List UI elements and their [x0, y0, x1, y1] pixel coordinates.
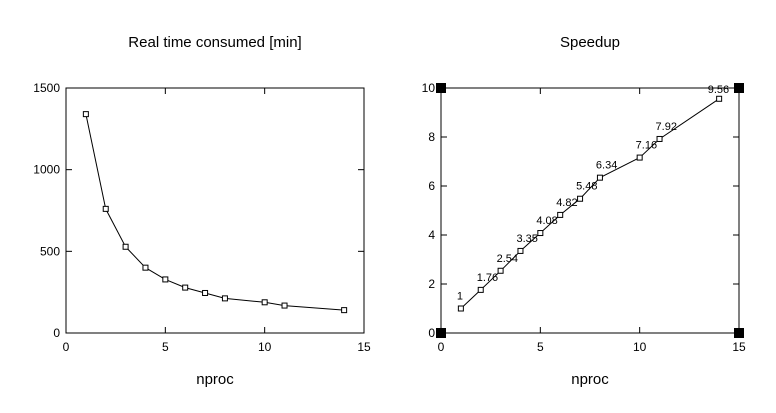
corner-marker	[734, 328, 744, 338]
data-label: 1.76	[477, 272, 498, 284]
data-point	[477, 286, 484, 293]
y-tick-label: 10	[422, 81, 436, 95]
x-tick-label: 0	[438, 340, 445, 354]
x-tick-label: 15	[732, 340, 746, 354]
series-line	[460, 98, 720, 309]
data-point	[281, 302, 288, 309]
data-point	[182, 284, 189, 291]
x-tick-label: 5	[537, 340, 544, 354]
data-point	[636, 154, 643, 161]
data-point	[596, 174, 603, 181]
data-point	[577, 195, 584, 202]
x-tick-label: 15	[357, 340, 371, 354]
x-tick-label: 10	[258, 340, 272, 354]
data-label: 7.16	[636, 140, 657, 152]
y-tick-label: 1500	[33, 81, 60, 95]
chart-title: Speedup	[560, 34, 620, 51]
x-tick-label: 0	[63, 340, 70, 354]
y-tick-label: 500	[40, 244, 60, 258]
data-point	[102, 205, 109, 212]
corner-marker	[734, 83, 744, 93]
data-point	[537, 230, 544, 237]
y-tick-label: 6	[428, 179, 435, 193]
data-label: 2.54	[497, 253, 518, 265]
data-point	[716, 95, 723, 102]
data-point	[221, 295, 228, 302]
y-tick-label: 0	[428, 326, 435, 340]
corner-marker	[436, 83, 446, 93]
series-line	[85, 113, 345, 311]
data-point	[261, 299, 268, 306]
y-tick-label: 4	[428, 228, 435, 242]
y-tick-label: 2	[428, 277, 435, 291]
data-point	[557, 211, 564, 218]
data-label: 3.35	[516, 233, 537, 245]
data-point	[341, 307, 348, 314]
data-point	[82, 111, 89, 118]
data-label: 1	[457, 291, 463, 303]
data-point	[122, 243, 129, 250]
data-point	[162, 276, 169, 283]
x-tick-label: 10	[633, 340, 647, 354]
data-label: 5.48	[576, 181, 597, 193]
chart-time-consumed: Real time consumed [min] nproc 0 5 10 15 0 50…	[33, 34, 371, 388]
plot-frame	[65, 87, 365, 334]
data-point	[656, 135, 663, 142]
data-point	[202, 289, 209, 296]
y-tick-label: 0	[53, 326, 60, 340]
plot-frame	[440, 87, 740, 334]
data-point	[142, 264, 149, 271]
data-point	[497, 267, 504, 274]
data-label: 4.82	[556, 197, 577, 209]
data-label: 6.34	[596, 160, 617, 172]
chart-title: Real time consumed [min]	[128, 34, 301, 51]
x-axis-label: nproc	[196, 371, 234, 388]
data-point	[517, 247, 524, 254]
data-label: 9.56	[708, 84, 729, 96]
data-label: 7.92	[656, 121, 677, 133]
y-tick-label: 8	[428, 130, 435, 144]
data-point	[457, 305, 464, 312]
corner-marker	[436, 328, 446, 338]
chart-speedup: Speedup nproc 0 5 10 15 0 2 4 6 8 10 1 1.76 2.54 3.35…	[422, 34, 746, 388]
y-tick-label: 1000	[33, 163, 60, 177]
x-axis-label: nproc	[571, 371, 609, 388]
x-tick-label: 5	[162, 340, 169, 354]
data-label: 4.08	[536, 215, 557, 227]
